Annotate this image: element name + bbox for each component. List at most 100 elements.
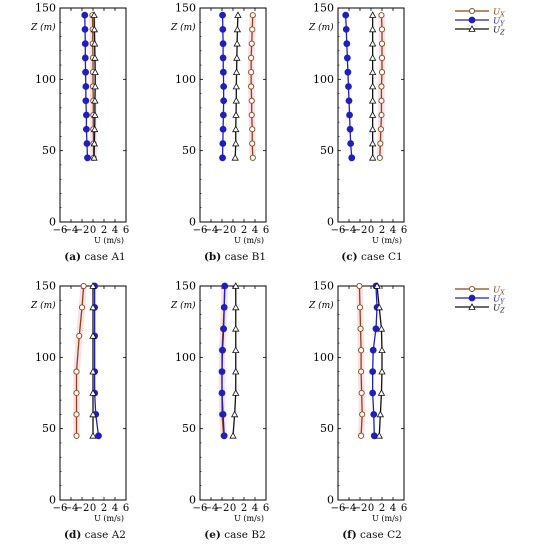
caption-f-label: (f): [342, 529, 357, 541]
caption-a: (a) case A1: [25, 251, 165, 263]
data-point-u_z: [89, 282, 97, 289]
legend-marker: [468, 7, 476, 15]
data-point-u_x: [359, 411, 366, 418]
caption-b: (b) case B1: [165, 251, 305, 263]
y-tick-label: 100: [35, 73, 56, 86]
data-point-u_y: [220, 325, 228, 333]
data-point-u_z: [232, 282, 240, 289]
data-point-u_z: [377, 324, 386, 332]
x-axis-label: U (m/s): [94, 236, 124, 245]
x-tick-label: 2: [241, 503, 247, 514]
data-point-u_z: [89, 332, 97, 339]
series-line-u_y: [221, 285, 226, 436]
caption-c-title: case C1: [360, 251, 403, 263]
data-point-u_z: [89, 410, 97, 418]
y-tick-label: 50: [182, 422, 196, 435]
y-tick-label: 0: [327, 494, 334, 507]
data-point-u_y: [84, 154, 91, 162]
data-point-u_x: [358, 432, 365, 439]
data-point-u_z: [232, 139, 240, 147]
x-tick-label: 4: [252, 503, 258, 514]
data-point-u_x: [378, 97, 385, 104]
y-axis-label: Z (m): [308, 300, 334, 311]
caption-e-title: case B2: [224, 529, 266, 541]
x-tick-label: 6: [123, 225, 129, 236]
x-axis-label: U (m/s): [94, 514, 124, 523]
data-point-u_z: [91, 68, 99, 75]
x-tick-label: −6: [53, 503, 68, 514]
data-point-u_z: [232, 68, 241, 75]
caption-d-label: (d): [64, 529, 82, 541]
data-point-u_x: [73, 368, 80, 375]
data-point-u_z: [232, 111, 240, 118]
data-point-u_z: [90, 125, 99, 133]
x-tick-label: 2: [101, 503, 107, 514]
data-point-u_x: [378, 40, 386, 47]
legend-marker: [468, 285, 476, 293]
data-point-u_z: [232, 367, 240, 375]
data-point-u_y: [82, 83, 90, 90]
data-point-u_y: [220, 432, 228, 440]
x-axis-label: U (m/s): [372, 514, 402, 523]
caption-f: (f) case C2: [302, 529, 442, 541]
data-point-u_z: [368, 96, 377, 104]
data-point-u_z: [232, 125, 240, 133]
series-line-u_y: [371, 285, 378, 436]
data-point-u_x: [73, 432, 80, 439]
data-point-u_x: [248, 40, 255, 47]
data-point-u_z: [368, 11, 377, 18]
data-point-u_y: [344, 68, 352, 76]
data-point-u_y: [219, 54, 227, 62]
x-axis-label: U (m/s): [234, 514, 264, 523]
data-point-u_z: [91, 82, 99, 90]
data-point-u_y: [347, 140, 355, 147]
y-tick-label: 150: [175, 2, 196, 15]
data-point-u_x: [378, 83, 385, 90]
data-point-u_y: [220, 303, 228, 311]
data-point-u_y: [218, 389, 226, 397]
data-point-u_y: [219, 410, 227, 418]
data-point-u_z: [91, 111, 99, 118]
x-tick-label: 2: [379, 225, 385, 236]
data-point-u_x: [357, 325, 364, 332]
data-point-u_x: [358, 368, 365, 375]
caption-b-label: (b): [203, 251, 222, 263]
data-point-u_z: [232, 324, 240, 332]
x-tick-label: −2: [215, 503, 230, 514]
data-point-u_x: [76, 332, 83, 339]
data-point-u_z: [89, 367, 97, 375]
data-point-u_y: [95, 432, 102, 440]
data-point-u_z: [232, 303, 240, 311]
y-axis-label: Z (m): [170, 22, 196, 33]
data-point-u_z: [90, 11, 98, 18]
data-point-u_y: [343, 54, 351, 62]
data-point-u_z: [234, 11, 242, 18]
x-tick-label: 6: [401, 225, 407, 236]
data-point-u_x: [249, 126, 256, 133]
x-tick-label: −6: [331, 503, 346, 514]
data-point-u_y: [219, 346, 226, 354]
y-tick-label: 100: [313, 351, 334, 364]
data-point-u_x: [248, 83, 255, 90]
data-point-u_y: [348, 154, 356, 162]
y-tick-label: 150: [313, 280, 334, 293]
plot-frame: [199, 285, 267, 501]
data-point-u_z: [90, 139, 99, 147]
x-tick-label: 4: [390, 503, 396, 514]
data-point-u_y: [219, 11, 226, 19]
data-point-u_x: [356, 282, 363, 290]
data-point-u_y: [369, 389, 377, 397]
data-point-u_y: [218, 368, 226, 376]
data-point-u_x: [358, 347, 365, 354]
data-point-u_z: [373, 282, 381, 289]
caption-a-title: case A1: [84, 251, 126, 263]
y-axis-label: Z (m): [170, 300, 196, 311]
x-tick-label: 0: [90, 225, 96, 236]
data-point-u_x: [377, 140, 384, 147]
x-axis-label: U (m/s): [234, 236, 264, 245]
y-tick-label: 100: [175, 73, 196, 86]
